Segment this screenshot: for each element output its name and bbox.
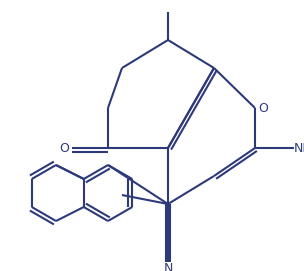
Text: NH₂: NH₂ [294, 141, 304, 154]
Text: N: N [163, 263, 173, 271]
Text: O: O [59, 141, 69, 154]
Text: O: O [258, 102, 268, 115]
